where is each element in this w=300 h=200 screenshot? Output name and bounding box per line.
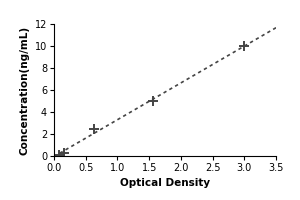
X-axis label: Optical Density: Optical Density bbox=[120, 179, 210, 188]
Y-axis label: Concentration(ng/mL): Concentration(ng/mL) bbox=[19, 25, 29, 155]
